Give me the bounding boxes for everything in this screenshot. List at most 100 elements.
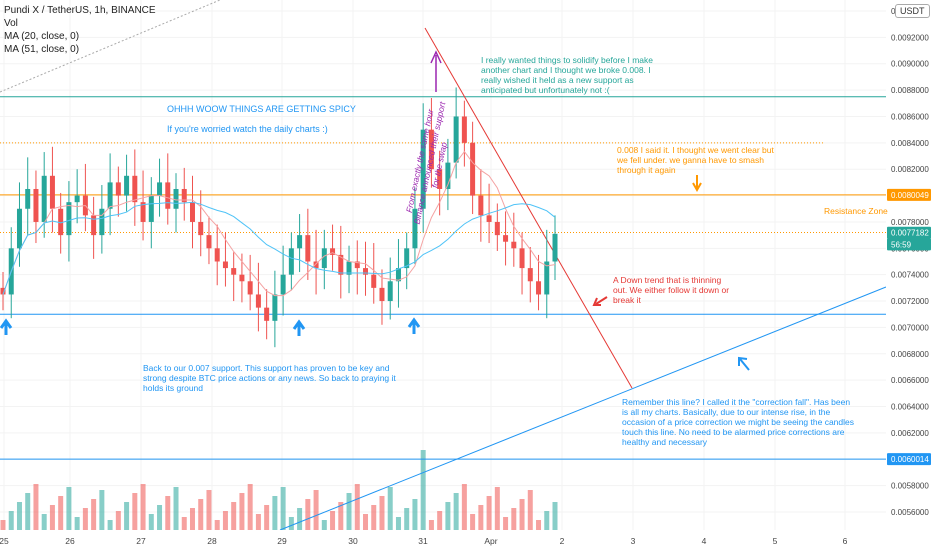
candle-body xyxy=(387,281,393,302)
volume-bar xyxy=(206,490,212,530)
y-tick-label: 0.0074000 xyxy=(891,271,929,280)
price-axis[interactable]: 0.00940000.00920000.00900000.00880000.00… xyxy=(886,0,932,530)
volume-bar xyxy=(321,520,327,530)
candle-body xyxy=(395,268,401,282)
volume-bar xyxy=(33,484,39,530)
time-axis[interactable]: 25 26 27 28 29 30 31 Apr 2 3 4 5 6 xyxy=(0,530,932,550)
y-tick-label: 0.0064000 xyxy=(891,403,929,412)
said-it-note: 0.008 I said it. I thought we went clear… xyxy=(617,145,774,175)
volume-bar xyxy=(428,520,434,530)
candle-body xyxy=(231,268,237,275)
y-tick-label: 0.0070000 xyxy=(891,323,929,332)
spicy-title: OHHH WOOW THINGS ARE GETTING SPICY xyxy=(167,104,356,114)
spike-arrow-icon xyxy=(430,50,442,92)
volume-bar xyxy=(363,514,369,530)
volume-bar xyxy=(189,508,195,530)
candle-body xyxy=(206,235,212,249)
x-tick-label: 2 xyxy=(560,536,565,546)
x-tick-label: 4 xyxy=(702,536,707,546)
candle-body xyxy=(470,142,476,196)
volume-bar xyxy=(486,496,492,530)
y-tick-label: 0.0084000 xyxy=(891,139,929,148)
candle-body xyxy=(157,182,163,196)
candle-body xyxy=(264,307,270,321)
solidify-note: I really wanted things to solidify befor… xyxy=(481,55,653,95)
volume-bar xyxy=(148,514,154,530)
candle-body xyxy=(66,202,72,236)
candle-body xyxy=(511,241,517,249)
symbol-title[interactable]: Pundi X / TetherUS, 1h, BINANCE xyxy=(4,5,156,16)
candle-body xyxy=(519,248,525,269)
volume-bar xyxy=(288,517,294,530)
candle-body xyxy=(379,287,385,302)
chart-legend: Pundi X / TetherUS, 1h, BINANCE Vol MA (… xyxy=(4,4,156,56)
ma51-label[interactable]: MA (51, close, 0) xyxy=(4,44,80,55)
volume-bar xyxy=(313,490,319,530)
ma20-label[interactable]: MA (20, close, 0) xyxy=(4,31,80,42)
volume-bar xyxy=(338,502,344,530)
x-tick-label: 30 xyxy=(348,536,358,546)
candle-body xyxy=(132,175,138,203)
volume-bar xyxy=(412,499,418,530)
candle-body xyxy=(321,248,327,269)
price-tag xyxy=(887,238,931,251)
volume-bar xyxy=(330,511,336,530)
correction-fall-line[interactable] xyxy=(279,286,887,531)
candle-body xyxy=(544,261,550,295)
candle-body xyxy=(140,202,146,222)
volume-bar xyxy=(49,505,55,530)
candle-body xyxy=(91,215,97,236)
volume-bar xyxy=(272,496,278,530)
y-tick-label: 0.0092000 xyxy=(891,33,929,42)
down-arrow-icon xyxy=(692,175,702,193)
candle-body xyxy=(371,274,377,288)
volume-bar xyxy=(239,493,245,530)
volume-bar xyxy=(165,496,171,530)
candle-body xyxy=(25,188,31,209)
candle-body xyxy=(536,281,542,295)
correction-fall-note: Remember this line? I called it the "cor… xyxy=(622,397,854,447)
volume-bar xyxy=(379,496,385,530)
volume-bar xyxy=(470,514,476,530)
candle-body xyxy=(461,116,467,143)
candle-body xyxy=(189,202,195,222)
volume-bar xyxy=(82,508,88,530)
volume-bar xyxy=(305,499,311,530)
candle-body xyxy=(181,188,187,203)
volume-bar xyxy=(25,493,31,530)
down-trend-line[interactable] xyxy=(424,27,633,389)
candle-body xyxy=(222,261,228,269)
candle-body xyxy=(354,261,360,269)
volume-bar xyxy=(519,499,525,530)
candle-body xyxy=(486,215,492,222)
vol-label[interactable]: Vol xyxy=(4,18,18,29)
x-tick-label: 31 xyxy=(418,536,428,546)
y-tick-label: 0.0056000 xyxy=(891,508,929,517)
candle-body xyxy=(313,261,319,269)
candle-body xyxy=(272,294,278,321)
candle-body xyxy=(404,248,410,269)
volume-bar xyxy=(371,505,377,530)
candle-body xyxy=(247,281,253,295)
down-trend-note: A Down trend that is thinning out. We ei… xyxy=(613,275,730,305)
price-tag xyxy=(887,188,931,201)
volume-bar xyxy=(247,484,253,530)
price-tag xyxy=(887,453,931,466)
volume-bar xyxy=(511,508,517,530)
currency-button[interactable]: USDT xyxy=(895,4,930,18)
candle-body xyxy=(124,175,130,196)
x-tick-label: 6 xyxy=(843,536,848,546)
candle-body xyxy=(0,287,6,295)
volume-bar xyxy=(214,520,220,530)
spicy-subtitle: If you're worried watch the daily charts… xyxy=(167,124,328,134)
volume-bar xyxy=(41,514,47,530)
candle-body xyxy=(478,195,484,216)
volume-bar xyxy=(527,490,533,530)
support-note: Back to our 0.007 support. This support … xyxy=(143,363,396,393)
volume-bar xyxy=(91,499,97,530)
candle-body xyxy=(255,294,261,308)
candle-body xyxy=(214,248,220,262)
support-arrow-icon xyxy=(292,319,306,336)
volume-bar xyxy=(124,502,130,530)
